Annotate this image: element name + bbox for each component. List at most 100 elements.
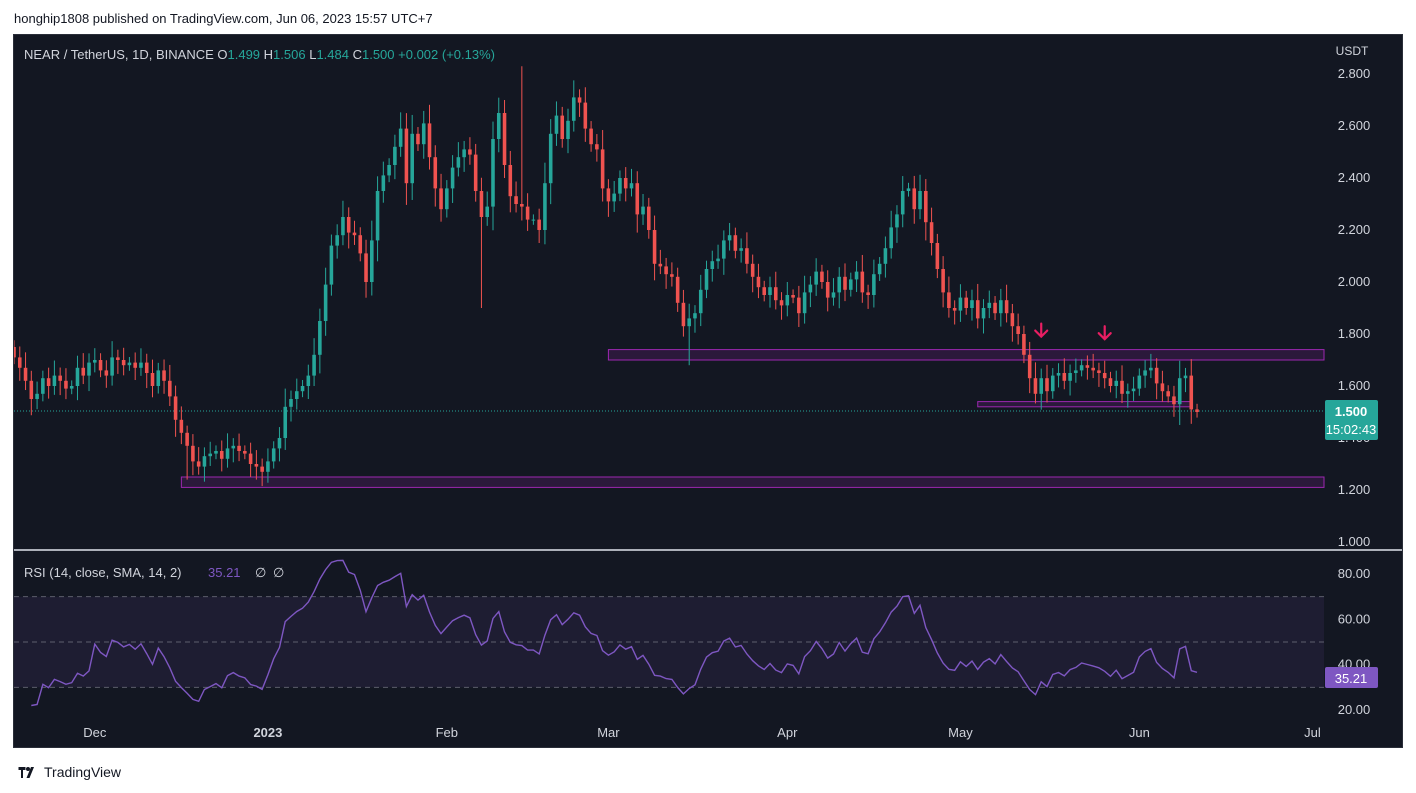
candle-body (577, 97, 582, 103)
candle-body (1183, 375, 1188, 379)
price-tick-label: 2.800 (1338, 66, 1371, 81)
candle-body (35, 393, 39, 399)
currency-label: USDT (1336, 44, 1369, 58)
footer-brand[interactable]: TradingView (14, 762, 121, 782)
price-tick-label: 2.000 (1338, 274, 1371, 289)
candle-body (318, 321, 322, 355)
rsi-legend[interactable]: RSI (14, close, SMA, 14, 2) 35.21 ∅ ∅ (24, 565, 284, 580)
candles (14, 66, 1199, 487)
candle-body (652, 230, 657, 264)
candle-body (947, 292, 951, 308)
zone-rect-2[interactable] (977, 401, 1192, 408)
candle-body (687, 318, 691, 327)
candle-body (393, 146, 397, 165)
symbol-legend[interactable]: NEAR / TetherUS, 1D, BINANCE O1.499 H1.5… (24, 47, 495, 62)
zone-rect-3[interactable] (180, 476, 1325, 488)
candle-body (548, 133, 553, 184)
chart-area[interactable]: 2.8002.6002.4002.2002.0001.8001.6001.400… (13, 34, 1403, 748)
candle-body (941, 269, 945, 293)
candle-body (225, 448, 230, 459)
candle-body (335, 235, 339, 246)
candle-body (964, 297, 968, 308)
candle-body (768, 287, 772, 295)
candle-body (675, 276, 680, 303)
candle-body (1154, 367, 1159, 384)
publish-info: honghip1808 published on TradingView.com… (14, 11, 433, 26)
rsi-line (31, 559, 1198, 707)
candle-body (912, 188, 917, 210)
candle-body (23, 367, 28, 381)
candle-body (485, 206, 490, 217)
candle-body (987, 302, 992, 308)
price-tick-label: 2.200 (1338, 222, 1371, 237)
time-tick-label: May (948, 725, 973, 740)
candle-body (566, 120, 570, 139)
price-tick-label: 1.200 (1338, 482, 1371, 497)
candle-body (889, 227, 893, 249)
price-tick-label: 1.000 (1338, 534, 1371, 549)
candle-body (1137, 375, 1142, 389)
candle-body (208, 453, 213, 457)
candle-body (231, 445, 236, 449)
candle-body (358, 235, 363, 254)
time-axis[interactable]: Dec 2023 Feb Mar Apr May Jun Jul (83, 725, 1321, 740)
candle-body (433, 157, 438, 189)
candle-body (1033, 378, 1038, 394)
candle-body (641, 206, 645, 215)
candle-body (14, 347, 16, 358)
candle-body (837, 276, 842, 293)
time-tick-label: Jul (1304, 725, 1321, 740)
candle-body (306, 375, 311, 386)
candle-body (733, 235, 738, 251)
support-resistance-zones[interactable] (180, 349, 1325, 488)
candle-body (935, 243, 940, 269)
rsi-tick-label: 20.00 (1338, 702, 1371, 717)
candle-body (981, 308, 986, 319)
candle-body (375, 191, 380, 241)
candle-body (185, 432, 189, 446)
candle-body (623, 178, 628, 189)
candle-body (872, 274, 876, 295)
rsi-band (14, 596, 1324, 688)
candle-body (618, 178, 622, 194)
candle-body (156, 370, 161, 386)
price-axis[interactable]: 2.8002.6002.4002.2002.0001.8001.6001.400… (1338, 66, 1371, 549)
candle-body (797, 297, 801, 314)
candle-body (277, 438, 282, 449)
candle-body (1027, 354, 1032, 379)
rsi-tick-label: 60.00 (1338, 611, 1371, 626)
candle-body (745, 248, 749, 264)
chart-svg[interactable]: 2.8002.6002.4002.2002.0001.8001.6001.400… (14, 35, 1402, 747)
candle-body (924, 191, 928, 223)
candle-body (1039, 378, 1044, 394)
candle-body (791, 295, 795, 298)
candle-body (81, 367, 86, 376)
svg-text:NEAR / TetherUS, 1D, BINANCE: NEAR / TetherUS, 1D, BINANCE O1.499 H1.5… (24, 47, 495, 62)
candle-body (46, 378, 51, 386)
candle-body (975, 300, 980, 319)
candle-body (421, 123, 426, 145)
candle-body (1177, 378, 1182, 405)
rsi-tag-value: 35.21 (1335, 671, 1368, 686)
candle-body (1056, 373, 1061, 376)
candle-body (1160, 383, 1165, 392)
candle-body (1085, 365, 1090, 368)
arrow-down-icon (1034, 322, 1049, 339)
candle-body (543, 183, 547, 230)
candle-body (41, 378, 45, 394)
ohlc-key-h: H (260, 47, 273, 62)
candle-body (1114, 380, 1119, 386)
candle-body (1131, 388, 1136, 392)
candle-body (918, 191, 922, 210)
candle-body (647, 206, 651, 230)
zone-rect-1[interactable] (607, 349, 1325, 361)
candle-body (537, 219, 541, 230)
ohlc-value-h: 1.506 (273, 47, 306, 62)
candle-body (1195, 409, 1199, 412)
candle-body (877, 263, 882, 275)
ohlc-value-l: 1.484 (316, 47, 349, 62)
candle-body (756, 276, 761, 288)
candle-body (456, 157, 461, 168)
time-tick-label: Mar (597, 725, 620, 740)
